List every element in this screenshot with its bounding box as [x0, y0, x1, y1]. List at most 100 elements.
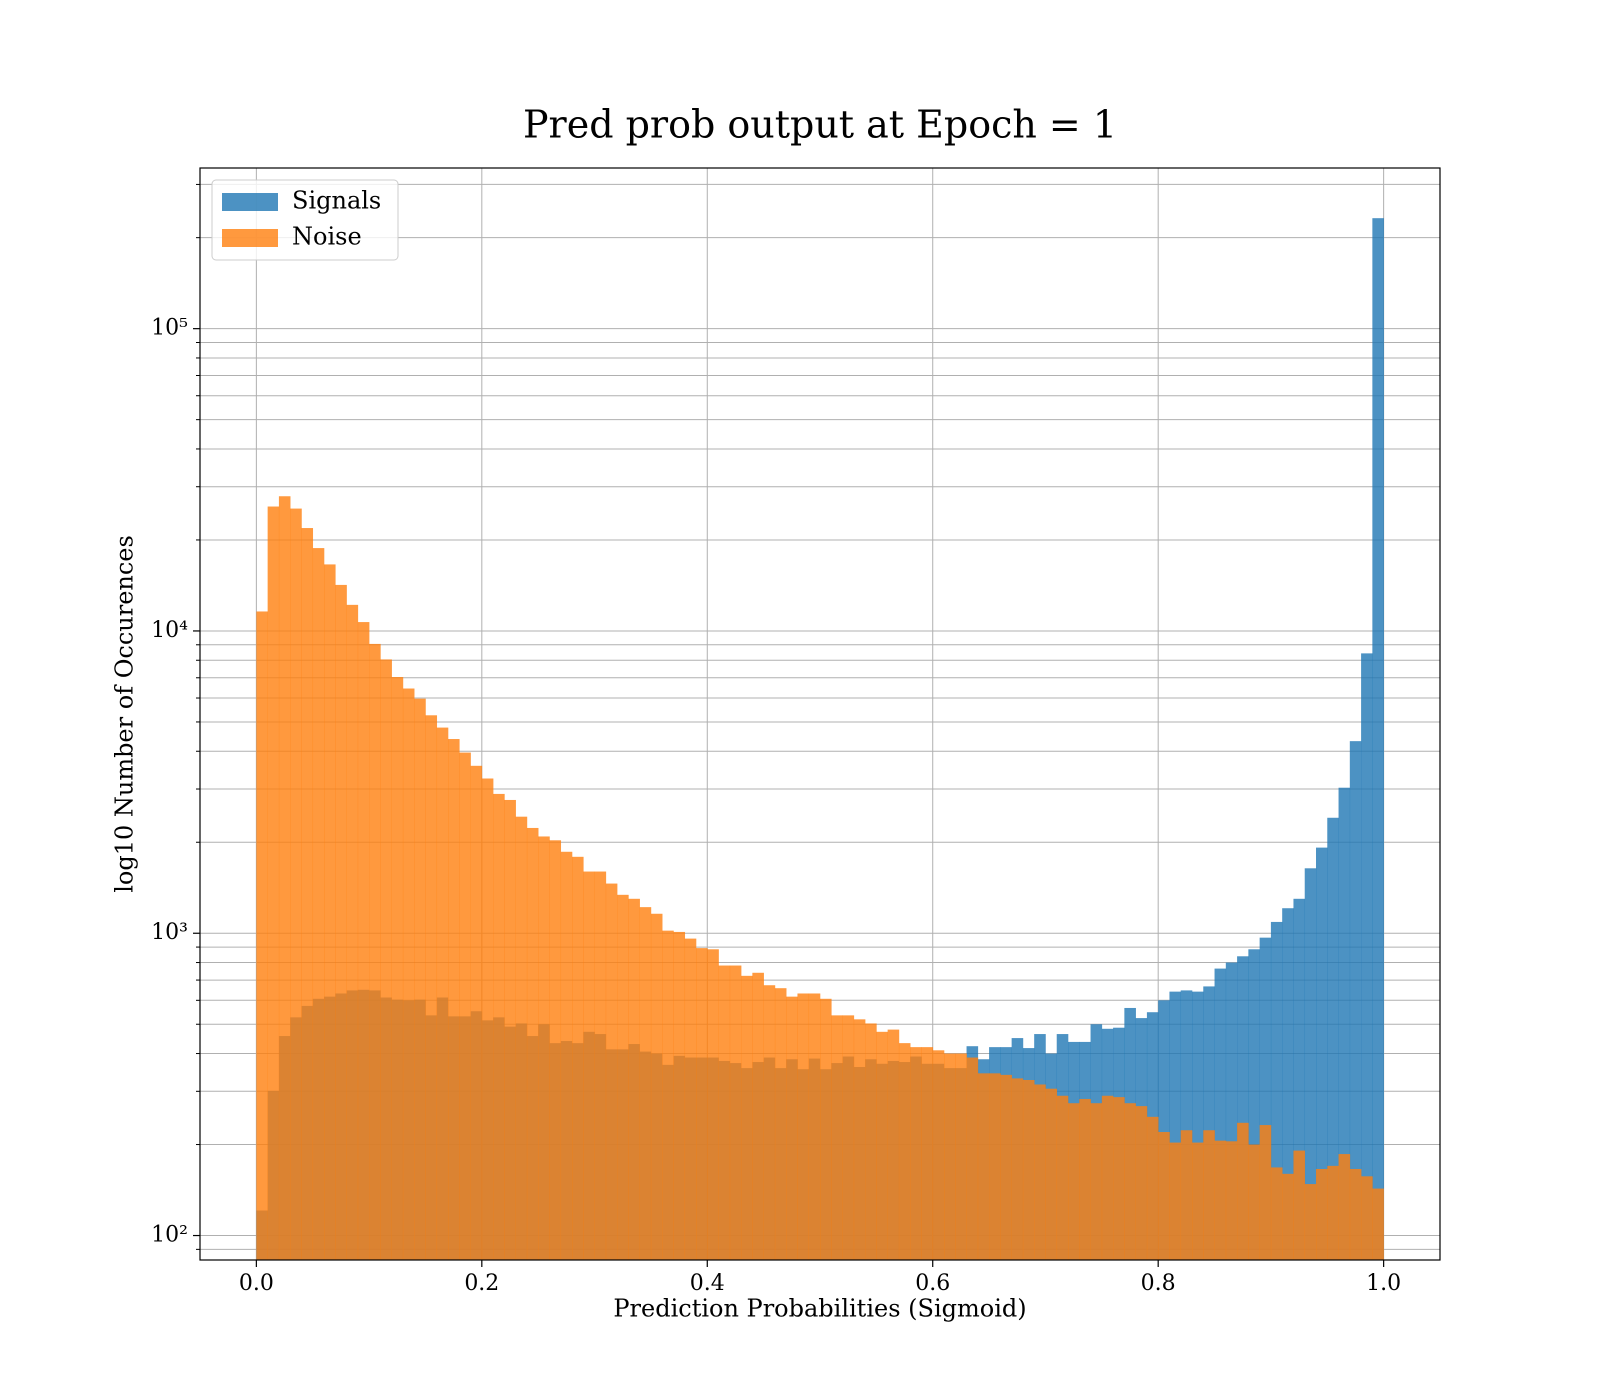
bar — [526, 827, 539, 1260]
bar — [459, 752, 471, 1260]
x-tick-label: 0.6 — [915, 1271, 950, 1296]
bar — [1237, 956, 1249, 1260]
bar — [1192, 1142, 1204, 1260]
bar — [1169, 1142, 1182, 1260]
x-tick-label: 1.0 — [1366, 1271, 1401, 1296]
bar — [966, 1057, 979, 1260]
bar — [1361, 653, 1373, 1260]
x-tick-label: 0.0 — [239, 1271, 274, 1296]
bar — [1068, 1103, 1080, 1260]
bar — [1011, 1078, 1024, 1260]
bar — [707, 949, 719, 1260]
bar — [1259, 937, 1272, 1260]
bar — [1304, 1184, 1317, 1260]
plot-frame — [199, 167, 1441, 1261]
x-axis-label: Prediction Probabilities (Sigmoid) — [613, 1295, 1026, 1323]
bar — [1090, 1103, 1103, 1260]
bar — [1045, 1088, 1058, 1260]
y-tick-label: 10³ — [151, 920, 188, 945]
bar — [1349, 1169, 1362, 1260]
bar — [1022, 1079, 1035, 1260]
bar — [898, 1043, 911, 1260]
legend-label: Signals — [292, 187, 381, 215]
bar — [1372, 1188, 1384, 1260]
bar — [538, 836, 550, 1260]
bar — [1327, 817, 1339, 1260]
bar — [842, 1015, 855, 1260]
bar — [256, 611, 268, 1260]
bar — [1293, 898, 1306, 1260]
bar — [267, 506, 280, 1260]
bar — [876, 1031, 888, 1260]
bar — [1316, 1169, 1328, 1260]
y-axis-label: log10 Number of Occurences — [111, 535, 139, 893]
bar — [436, 727, 449, 1260]
y-tick-label: 10² — [151, 1223, 188, 1248]
bar — [729, 965, 742, 1260]
bar — [989, 1073, 1001, 1260]
bar — [1327, 1165, 1339, 1260]
bar — [278, 496, 291, 1260]
legend-label: Noise — [292, 223, 362, 251]
bar — [1101, 1095, 1114, 1260]
bar — [1248, 949, 1260, 1260]
bar — [741, 975, 753, 1260]
bar — [369, 643, 381, 1260]
bar — [560, 851, 573, 1260]
bar — [515, 816, 528, 1260]
bar — [887, 1029, 900, 1260]
bar — [1079, 1098, 1091, 1260]
bar — [1270, 1167, 1283, 1260]
legend-swatch — [222, 193, 278, 211]
bar — [1316, 847, 1328, 1260]
bar — [1203, 1130, 1215, 1260]
bar — [391, 677, 404, 1260]
bars — [256, 218, 1384, 1260]
bar — [865, 1023, 877, 1260]
bar — [1158, 1000, 1170, 1260]
bar — [1372, 218, 1384, 1260]
bar — [1349, 741, 1362, 1260]
bar — [1259, 1125, 1272, 1260]
bar — [1180, 990, 1193, 1260]
bar — [696, 948, 708, 1260]
bar — [853, 1019, 866, 1260]
bar — [774, 988, 787, 1260]
bar — [1135, 1106, 1148, 1260]
bar — [1056, 1095, 1069, 1260]
chart-title: Pred prob output at Epoch = 1 — [523, 103, 1117, 147]
bar — [1214, 968, 1227, 1260]
bar — [346, 604, 359, 1260]
bar — [1113, 1097, 1125, 1260]
bar — [1225, 1141, 1238, 1260]
x-tick-label: 0.4 — [690, 1271, 725, 1296]
bar — [605, 883, 618, 1260]
bar — [425, 715, 438, 1260]
bar — [1304, 868, 1317, 1260]
bar — [1214, 1140, 1227, 1260]
bar — [752, 972, 764, 1260]
bar — [1146, 1116, 1159, 1260]
bar — [301, 528, 314, 1260]
bar — [324, 564, 336, 1260]
bar — [1158, 1132, 1170, 1260]
bar — [1034, 1084, 1046, 1260]
bar — [1293, 1150, 1306, 1260]
bar — [1203, 986, 1215, 1260]
bar — [932, 1050, 945, 1260]
bar — [1192, 991, 1204, 1260]
bar — [1282, 1173, 1294, 1260]
bar — [312, 548, 325, 1260]
bar — [1338, 1154, 1351, 1260]
bar — [977, 1073, 990, 1260]
bar — [1000, 1074, 1012, 1260]
x-tick-label: 0.2 — [464, 1271, 499, 1296]
bar — [470, 765, 483, 1260]
bar — [1225, 962, 1238, 1260]
bar — [1124, 1103, 1136, 1260]
bar — [1361, 1176, 1373, 1260]
bar — [481, 778, 494, 1260]
bar — [684, 938, 697, 1260]
legend-swatch — [222, 229, 278, 247]
